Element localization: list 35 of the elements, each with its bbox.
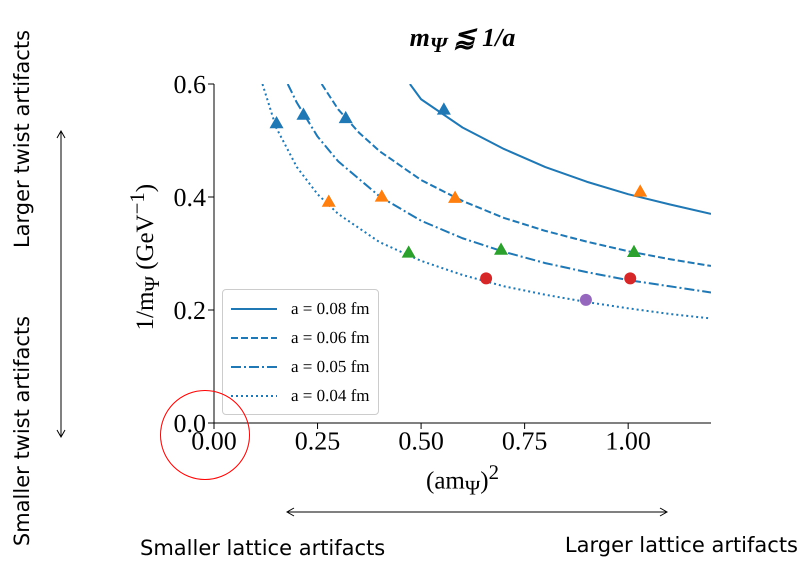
point bbox=[494, 242, 508, 255]
text: Larger lattice artifacts bbox=[564, 533, 798, 557]
x-tick-label: 1.00 bbox=[605, 426, 651, 456]
line-series bbox=[286, 84, 711, 294]
y-tick-label: 0.6 bbox=[174, 70, 206, 100]
x-tick-label: 0.75 bbox=[502, 426, 548, 456]
point bbox=[448, 190, 462, 203]
point bbox=[338, 110, 353, 124]
text: Smaller lattice artifacts bbox=[140, 536, 386, 560]
line-series bbox=[261, 84, 711, 320]
chart-title: m$_{Ψ}$ ⪅ 1/a bbox=[408, 22, 516, 58]
legend-label: a = 0.05 fm bbox=[291, 356, 370, 376]
line-series bbox=[408, 84, 711, 215]
legend-label: a = 0.08 fm bbox=[291, 298, 370, 318]
x-tick-label: 0.50 bbox=[398, 426, 444, 456]
text: Smaller twist artifacts bbox=[10, 314, 34, 548]
legend-label: a = 0.04 fm bbox=[291, 386, 370, 406]
point bbox=[296, 108, 310, 120]
line-series bbox=[320, 84, 711, 267]
point bbox=[322, 194, 336, 207]
point bbox=[402, 245, 416, 258]
y-tick-label: 0.4 bbox=[174, 183, 206, 212]
point bbox=[626, 244, 641, 258]
point bbox=[270, 116, 284, 128]
point bbox=[480, 272, 492, 284]
x-tick-label: 0.25 bbox=[294, 426, 340, 456]
y-tick-label: 0.2 bbox=[174, 296, 206, 326]
point bbox=[633, 184, 648, 197]
x-axis-title: (am$_{Ψ}$)$^{2}$ bbox=[425, 460, 500, 500]
point bbox=[374, 189, 389, 202]
point bbox=[436, 102, 451, 115]
point bbox=[624, 272, 636, 284]
legend-label: a = 0.06 fm bbox=[291, 328, 370, 348]
text: Larger twist artifacts bbox=[10, 28, 34, 250]
point bbox=[580, 294, 592, 306]
